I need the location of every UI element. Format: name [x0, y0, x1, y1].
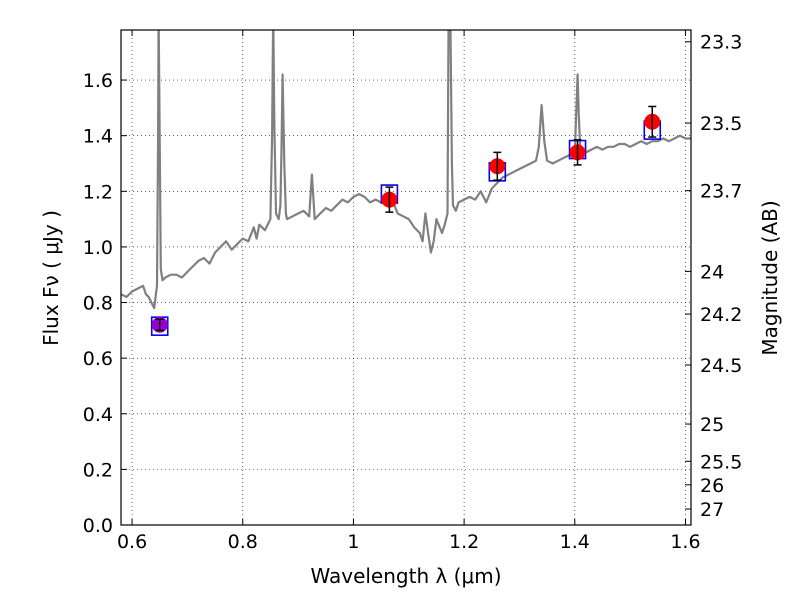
- y2-tick-label: 24.2: [700, 304, 742, 326]
- photometry-points: [150, 105, 662, 336]
- x-axis-title: Wavelength λ (μm): [310, 564, 501, 588]
- y2-tick-label: 26: [700, 475, 724, 497]
- spectrum-layer: [121, 30, 691, 310]
- y-tick-label: 0.4: [83, 404, 113, 426]
- x-tick-label: 1.6: [670, 531, 700, 553]
- plot-frame: [120, 29, 692, 526]
- y2-axis-title: Magnitude (AB): [758, 200, 782, 355]
- y2-tick-label: 23.7: [700, 181, 742, 203]
- y2-tick-label: 23.3: [700, 32, 742, 54]
- y2-tick-label: 27: [700, 499, 724, 521]
- x-tick-label: 0.6: [117, 531, 147, 553]
- y-tick-label: 1.0: [83, 237, 113, 259]
- y2-tick-label: 25.5: [700, 451, 742, 473]
- y2-tick-label: 25: [700, 414, 724, 436]
- spectrum-line: [121, 30, 691, 310]
- y-tick-label: 0.0: [83, 515, 113, 537]
- x-tick-label: 1: [347, 531, 359, 553]
- y-tick-label: 1.2: [83, 181, 113, 203]
- y-tick-label: 1.4: [83, 126, 113, 148]
- y-axis-title: Flux Fν ( μJy ): [39, 210, 63, 346]
- y-tick-label: 1.6: [83, 70, 113, 92]
- y-tick-label: 0.2: [83, 459, 113, 481]
- y-tick-label: 0.6: [83, 348, 113, 370]
- x-axis-ticks: 0.6 0.8 1 1.2 1.4 1.6: [117, 30, 701, 553]
- grid-lines: [121, 30, 691, 525]
- x-tick-label: 1.4: [560, 531, 590, 553]
- x-tick-label: 0.8: [228, 531, 258, 553]
- x-tick-label: 1.2: [449, 531, 479, 553]
- y-tick-label: 0.8: [83, 293, 113, 315]
- y2-tick-label: 24: [700, 261, 724, 283]
- y-axis-ticks: 0.0 0.2 0.4 0.6 0.8 1.0 1.2 1.4 1.6: [83, 70, 127, 537]
- y2-tick-label: 23.5: [700, 113, 742, 135]
- y2-tick-label: 24.5: [700, 355, 742, 377]
